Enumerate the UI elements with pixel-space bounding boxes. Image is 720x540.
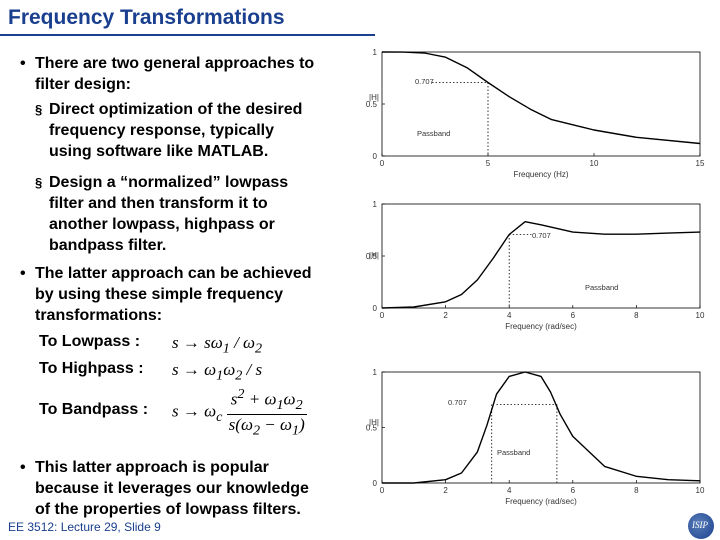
subbullet-square: § (35, 175, 43, 190)
response-curve (381, 221, 701, 309)
passband-label: Passband (497, 448, 530, 457)
bandpass-equation: s → ωc s2 + ω1ω2 s(ω2 − ω1) (172, 386, 307, 439)
lowpass-label: To Lowpass : (39, 333, 141, 350)
bandpass-fraction: s2 + ω1ω2 s(ω2 − ω1) (226, 386, 307, 439)
x-tick-label: 0 (380, 311, 385, 320)
y-tick-label: 0.5 (366, 252, 378, 261)
chart-frame (381, 203, 701, 309)
lowpass-equation: s → sω1 / ω2 (172, 333, 263, 357)
subbullet-line: Direct optimization of the desired (49, 101, 303, 118)
bullet-line: There are two general approaches to (35, 55, 315, 72)
y-tick-label: 1 (373, 48, 378, 57)
cutoff-label: 0.707 (448, 398, 467, 407)
x-tick-label: 4 (507, 486, 512, 495)
subbullet-square: § (35, 102, 43, 117)
subbullet-line: bandpass filter. (49, 237, 167, 254)
bullet-latter-approach: • The latter approach can be achieved by… (20, 263, 312, 326)
x-tick-label: 6 (571, 311, 576, 320)
bullet-popular: • This latter approach is popular becaus… (20, 457, 309, 520)
slide-footer: EE 3512: Lecture 29, Slide 9 (8, 520, 161, 534)
bullet-two-approaches: • There are two general approaches to fi… (20, 53, 315, 95)
y-axis-label: |H| (369, 251, 379, 260)
university-logo: ISIP (688, 513, 714, 539)
x-axis-label: Frequency (Hz) (513, 170, 568, 179)
response-curve (381, 51, 701, 145)
bullet-dot: • (20, 265, 26, 282)
x-tick-label: 0 (380, 159, 385, 168)
x-tick-label: 2 (443, 311, 448, 320)
y-tick-label: 1 (373, 200, 378, 209)
passband-label: Passband (585, 283, 618, 292)
bandpass-label: To Bandpass : (39, 401, 149, 418)
x-axis-label: Frequency (rad/sec) (505, 497, 577, 506)
y-axis-label: |H| (369, 418, 379, 427)
subbullet-line: using software like MATLAB. (49, 143, 269, 160)
y-tick-label: 0.5 (366, 100, 378, 109)
y-tick-label: 1 (373, 368, 378, 377)
x-tick-label: 10 (696, 486, 705, 495)
bullet-line: transformations: (35, 307, 163, 324)
highpass-equation: s → ω1ω2 / s (172, 360, 263, 384)
chart-frame (381, 51, 701, 157)
cutoff-label: 0.707 (532, 231, 551, 240)
y-tick-label: 0 (373, 152, 378, 161)
x-tick-label: 8 (634, 486, 639, 495)
x-tick-label: 5 (486, 159, 491, 168)
x-axis-label: Frequency (rad/sec) (505, 322, 577, 331)
subbullet-line: filter and then transform it to (49, 195, 268, 212)
y-axis-label: |H| (369, 93, 379, 102)
x-tick-label: 10 (590, 159, 599, 168)
bullet-dot: • (20, 55, 26, 72)
y-tick-label: 0 (373, 479, 378, 488)
bullet-line: filter design: (35, 76, 132, 93)
x-tick-label: 6 (571, 486, 576, 495)
highpass-label: To Highpass : (39, 360, 144, 377)
cutoff-label: 0.707 (415, 77, 434, 86)
subbullet-line: Design a “normalized” lowpass (49, 174, 289, 191)
chart-frame (381, 371, 701, 484)
response-curve (382, 371, 701, 484)
bullet-line: because it leverages our knowledge (35, 480, 309, 497)
subbullet-line: another lowpass, highpass or (49, 216, 275, 233)
y-tick-label: 0 (373, 304, 378, 313)
passband-label: Passband (417, 129, 450, 138)
subbullet-line: frequency response, typically (49, 122, 274, 139)
x-tick-label: 8 (634, 311, 639, 320)
x-tick-label: 10 (696, 311, 705, 320)
x-tick-label: 4 (507, 311, 512, 320)
x-tick-label: 15 (696, 159, 705, 168)
bullet-line: of the properties of lowpass filters. (35, 501, 301, 518)
subbullet-normalized: § Design a “normalized” lowpass filter a… (35, 172, 289, 256)
bullet-line: by using these simple frequency (35, 286, 284, 303)
subbullet-direct: § Direct optimization of the desired fre… (35, 99, 303, 162)
x-tick-label: 0 (380, 486, 385, 495)
y-tick-label: 0.5 (366, 424, 378, 433)
bullet-line: This latter approach is popular (35, 459, 269, 476)
title-rule (0, 34, 375, 36)
x-tick-label: 2 (443, 486, 448, 495)
bullet-dot: • (20, 459, 26, 476)
bullet-line: The latter approach can be achieved (35, 265, 312, 282)
slide-title: Frequency Transformations (8, 6, 285, 29)
